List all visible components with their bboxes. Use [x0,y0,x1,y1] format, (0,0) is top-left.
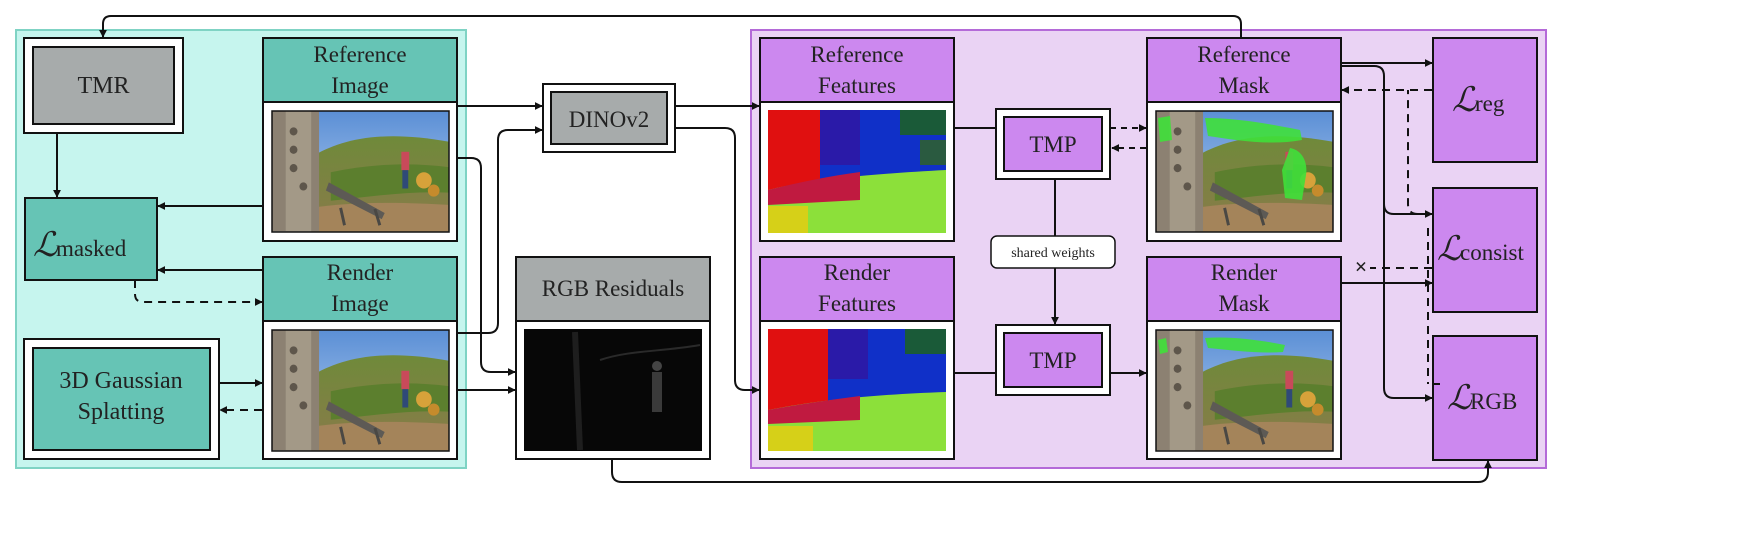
render-image-title-1: Render [327,260,394,285]
l-rgb-symbol: ℒ [1447,380,1473,417]
ref-image-title-2: Image [331,73,388,98]
reference-feature-map [768,110,946,233]
l-reg-subscript: reg [1475,91,1505,116]
tmp-bottom-box: TMP [995,324,1111,396]
render-features-title-2: Features [818,291,896,316]
connections [53,15,1492,483]
shared-weights-text: shared weights [1011,246,1095,261]
reference-mask-overlay [1205,118,1302,143]
ref-mask-title-1: Reference [1197,42,1290,67]
gaussian-splatting-box: 3D Gaussian Splatting [23,338,220,460]
l-rgb-box: ℒ RGB [1432,335,1538,461]
tmr-label: TMR [77,73,129,99]
reference-photo [270,109,450,233]
reference-mask-card: Reference Mask [1146,37,1342,242]
dinov2-box: DINOv2 [542,83,676,153]
ref-features-title-2: Features [818,73,896,98]
render-features-title-1: Render [824,260,891,285]
l-consist-symbol: ℒ [1437,231,1463,268]
render-features-card: Render Features [759,256,955,460]
render-mask-title-2: Mask [1218,291,1270,316]
l-reg-symbol: ℒ [1452,82,1478,119]
render-image-card: Render Image [262,256,458,460]
render-mask-card: Render Mask [1146,256,1342,460]
l-masked-box: ℒ masked [24,197,158,281]
ref-image-title-1: Reference [313,42,406,67]
ref-mask-title-2: Mask [1218,73,1270,98]
l-rgb-subscript: RGB [1470,389,1517,414]
render-mask-title-1: Render [1211,260,1278,285]
l-consist-box: ℒ consist [1432,187,1538,313]
l-consist-subscript: consist [1460,240,1525,265]
ref-features-title-1: Reference [810,42,903,67]
shared-weights-label-box: shared weights [990,235,1116,269]
render-image-title-2: Image [331,291,388,316]
gs-label-line2: Splatting [78,399,165,425]
tmp-bottom-label: TMP [1029,348,1076,373]
l-masked-symbol: ℒ [33,227,59,264]
rgb-residuals-card: RGB Residuals [515,256,711,460]
reference-features-card: Reference Features [759,37,955,242]
render-photo [270,328,450,452]
tmr-box: TMR [23,37,184,134]
render-feature-map [768,329,946,451]
stop-gradient-mark: × [1355,254,1368,279]
gs-label-line1: 3D Gaussian [59,368,182,394]
tmp-top-box: TMP [995,108,1111,180]
l-masked-subscript: masked [56,236,127,261]
rgb-residuals-title: RGB Residuals [542,276,685,301]
residual-image [524,329,702,451]
dinov2-label: DINOv2 [569,107,650,132]
tmp-top-label: TMP [1029,132,1076,157]
render-mask-overlay [1205,337,1285,353]
l-reg-box: ℒ reg [1432,37,1538,163]
reference-image-card: Reference Image [262,37,458,242]
